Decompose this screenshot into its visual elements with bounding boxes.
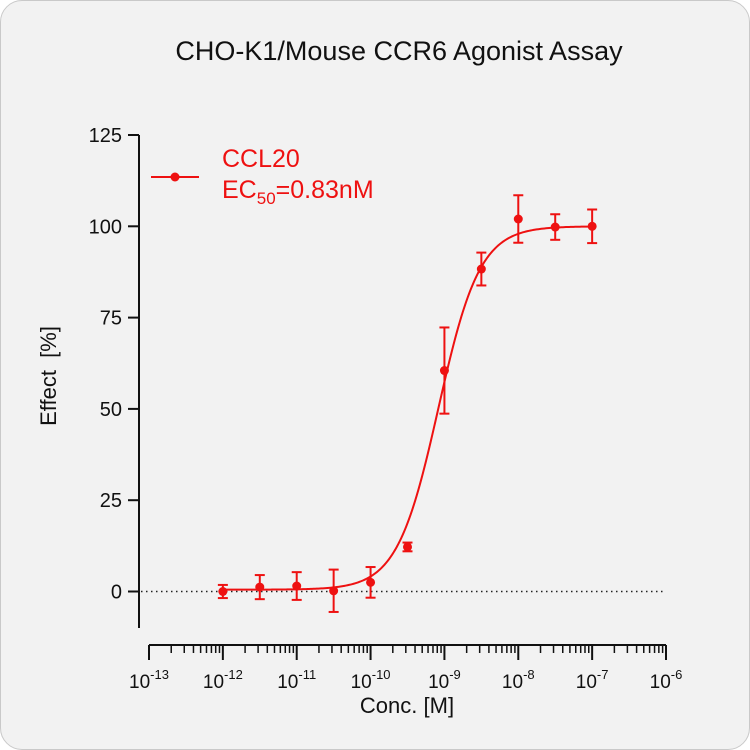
x-tick-exponent: -8 [523, 667, 535, 682]
x-tick-exponent: -9 [449, 667, 461, 682]
x-axis: 10-13 10-12 10-11 10-10 10-9 10-8 10-7 10-6 [129, 644, 683, 693]
y-tick-label: 100 [89, 216, 122, 238]
x-tick-label: 10-7 [576, 667, 609, 693]
x-tick-base: 10 [277, 672, 298, 693]
legend: CCL20 EC50=0.83nM [151, 145, 374, 208]
chart-title: CHO-K1/Mouse CCR6 Agonist Assay [175, 36, 623, 66]
ec50-subscript: 50 [257, 189, 276, 208]
y-tick-label: 125 [89, 125, 122, 147]
fit-curve [222, 225, 593, 591]
legend-series-name: CCL20 [222, 145, 300, 173]
ec50-value: =0.83nM [276, 176, 374, 204]
data-point [255, 582, 265, 592]
fit-curve-group [222, 225, 593, 591]
legend-series-marker [170, 172, 180, 182]
y-tick-label: 75 [100, 308, 122, 330]
y-tick-label: 25 [100, 490, 122, 512]
data-point [218, 587, 228, 596]
x-tick-base: 10 [650, 672, 671, 693]
data-point [292, 581, 302, 591]
x-tick-label: 10-10 [351, 667, 391, 693]
x-tick-exponent: -6 [671, 667, 683, 682]
data-points-group [217, 194, 598, 613]
x-tick-base: 10 [576, 672, 597, 693]
data-point [329, 586, 339, 596]
ec50-prefix: EC [222, 176, 257, 204]
data-point [587, 221, 597, 231]
x-tick-base: 10 [129, 672, 150, 693]
x-tick-exponent: -10 [372, 667, 391, 682]
x-tick-base: 10 [351, 672, 372, 693]
y-tick-label: 0 [111, 582, 122, 604]
x-tick-base: 10 [502, 672, 523, 693]
x-tick-base: 10 [428, 672, 449, 693]
data-point [402, 542, 412, 552]
x-tick-label: 10-13 [129, 667, 169, 693]
x-tick-label: 10-11 [277, 667, 316, 693]
y-axis-label: Effect [%] [36, 326, 61, 426]
x-tick-label: 10-6 [650, 667, 683, 693]
x-tick-label: 10-12 [203, 667, 243, 693]
data-point [476, 264, 486, 274]
data-point [513, 214, 523, 224]
x-tick-exponent: -7 [597, 667, 609, 682]
x-axis-label: Conc. [M] [360, 693, 454, 718]
data-point [550, 222, 560, 232]
legend-ec50: EC50=0.83nM [222, 176, 374, 208]
x-tick-label: 10-9 [428, 667, 461, 693]
x-tick-exponent: -11 [298, 667, 316, 682]
x-tick-base: 10 [203, 672, 224, 693]
data-point [366, 577, 376, 587]
x-tick-exponent: -13 [150, 667, 169, 682]
x-tick-exponent: -12 [224, 667, 243, 682]
y-axis: 0 25 50 75 100 125 [89, 125, 140, 629]
x-tick-label: 10-8 [502, 667, 535, 693]
y-tick-label: 50 [100, 399, 122, 421]
data-point [439, 366, 449, 376]
